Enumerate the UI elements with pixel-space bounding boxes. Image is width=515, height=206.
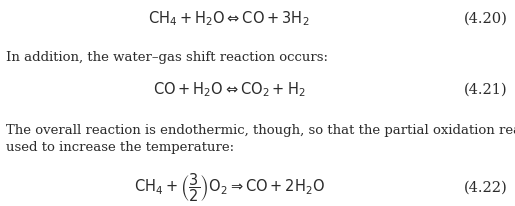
Text: $\mathrm{CH_4 + \left(\dfrac{3}{2}\right)O_2 \Rightarrow CO + 2H_2O}$: $\mathrm{CH_4 + \left(\dfrac{3}{2}\right… (134, 170, 324, 203)
Text: (4.21): (4.21) (464, 83, 507, 97)
Text: $\mathrm{CO + H_2O \Leftrightarrow CO_2 + H_2}$: $\mathrm{CO + H_2O \Leftrightarrow CO_2 … (153, 80, 305, 99)
Text: The overall reaction is endothermic, though, so that the partial oxidation react: The overall reaction is endothermic, tho… (6, 124, 515, 153)
Text: (4.20): (4.20) (464, 12, 507, 26)
Text: (4.22): (4.22) (464, 179, 507, 193)
Text: In addition, the water–gas shift reaction occurs:: In addition, the water–gas shift reactio… (6, 50, 328, 63)
Text: $\mathrm{CH_4 + H_2O \Leftrightarrow CO + 3H_2}$: $\mathrm{CH_4 + H_2O \Leftrightarrow CO … (148, 9, 310, 28)
